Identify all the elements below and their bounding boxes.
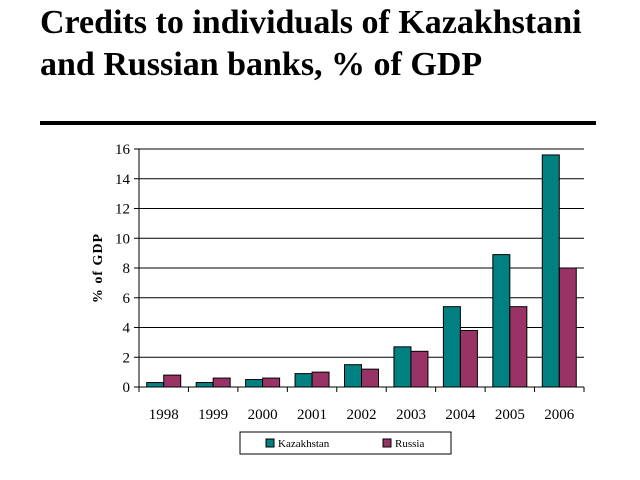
bar-russia-2000	[262, 377, 281, 388]
x-tick-label: 2005	[495, 407, 525, 423]
bar-kazakhstan-2005	[492, 254, 511, 388]
bar-kazakhstan-2002	[344, 364, 362, 388]
x-tick-label: 1998	[149, 407, 179, 423]
bar-kazakhstan-2001	[294, 373, 313, 388]
bar-russia-2004	[459, 329, 478, 388]
bar-russia-1998	[163, 374, 182, 388]
bar-kazakhstan-2004	[442, 306, 461, 388]
x-tick-label: 2001	[297, 407, 327, 423]
legend-swatch	[382, 438, 392, 448]
y-tick-label: 10	[115, 231, 130, 247]
y-tick-label: 0	[123, 380, 131, 396]
y-tick-label: 12	[115, 202, 130, 218]
bar-russia-2002	[361, 368, 379, 388]
bars	[146, 154, 577, 388]
slide-title: Credits to individuals of Kazakhstani an…	[40, 4, 582, 83]
x-tick-label: 2002	[347, 407, 377, 423]
bar-kazakhstan-1999	[195, 382, 214, 388]
legend-box	[239, 431, 452, 455]
y-tick-label: 6	[123, 291, 131, 307]
legend-label: Russia	[395, 438, 424, 450]
y-tick-label: 2	[123, 350, 131, 366]
y-tick-label: 4	[123, 321, 131, 337]
axes	[134, 148, 585, 392]
title-underline	[40, 121, 596, 125]
x-tick-label: 2000	[248, 407, 278, 423]
bar-russia-1999	[212, 377, 231, 388]
bar-russia-2003	[410, 350, 429, 388]
y-tick-label: 16	[115, 142, 131, 158]
legend: Kazakhstan Russia	[239, 431, 452, 455]
legend-label: Kazakhstan	[278, 438, 330, 450]
y-axis-label: % of GDP	[91, 233, 106, 303]
y-tick-labels: 0 2 4 6 8 10 12 14 16	[115, 142, 131, 396]
y-tick-label: 8	[123, 261, 131, 277]
bar-kazakhstan-1998	[146, 382, 165, 388]
x-tick-label: 1999	[198, 407, 228, 423]
legend-swatch	[265, 438, 275, 448]
x-tick-label: 2006	[544, 407, 575, 423]
bar-russia-2006	[558, 267, 577, 388]
x-tick-labels: 1998 1999 2000 2001 2002 2003 2004 2005 2006	[149, 407, 575, 423]
bar-kazakhstan-2000	[245, 379, 264, 388]
bar-russia-2001	[311, 371, 330, 388]
x-tick-label: 2004	[445, 407, 476, 423]
bar-kazakhstan-2006	[541, 154, 560, 388]
y-tick-label: 14	[115, 172, 131, 188]
bar-kazakhstan-2003	[393, 346, 412, 388]
bar-russia-2005	[509, 306, 528, 388]
x-tick-label: 2003	[396, 407, 426, 423]
